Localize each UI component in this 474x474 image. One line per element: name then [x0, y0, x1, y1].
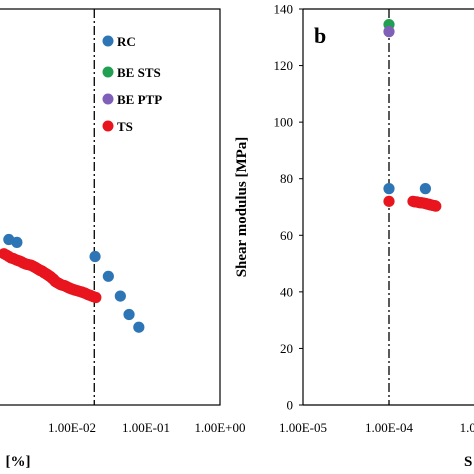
panel-b-point-rc — [419, 183, 431, 195]
panel-b-ylabel: Shear modulus [MPa] — [234, 137, 250, 278]
panel-a-plot-frame — [0, 8, 221, 406]
panel-a-point-rc — [11, 236, 23, 248]
legend-marker-be-ptp — [102, 93, 114, 105]
legend-label-rc: RC — [117, 34, 136, 49]
panel-a-x-tick-label: 1.00E-01 — [122, 420, 170, 435]
panel-b-point-be-ptp — [383, 26, 395, 38]
panel-a-x-tick-label: 1.00E+00 — [194, 420, 245, 435]
legend-marker-rc — [102, 35, 114, 47]
panel-b-point-rc — [383, 183, 395, 195]
panel-a-point-rc — [114, 290, 126, 302]
panel-b-xlabel: S — [464, 454, 472, 470]
panel-a-point-rc — [102, 270, 114, 282]
panel-b: 1.00E-051.00E-041.00E020406080100120140 … — [234, 2, 474, 470]
panel-b-x-tick-label: 1.00E-05 — [279, 420, 327, 435]
legend-label-be-sts: BE STS — [117, 65, 161, 80]
panel-b-y-tick-label: 0 — [287, 398, 294, 413]
legend-label-ts: TS — [117, 119, 133, 134]
panel-b-y-tick-label: 100 — [274, 115, 294, 130]
legend-marker-ts — [102, 120, 114, 132]
panel-a-xlabel: [%] — [6, 454, 31, 470]
panel-a-x-tick-label: 1.00E-02 — [48, 420, 96, 435]
panel-a-marks — [0, 9, 145, 405]
panel-a-ticks: 1.00E-02 1.00E-01 1.00E+00 — [48, 420, 246, 435]
panel-a-point-rc — [89, 250, 101, 263]
legend-label-be-ptp: BE PTP — [117, 92, 162, 107]
legend-marker-be-sts — [102, 66, 114, 78]
panel-a: 1.00E-02 1.00E-01 1.00E+00 [%] RC BE STS B… — [0, 8, 246, 470]
panel-b-y-tick-label: 60 — [280, 228, 293, 243]
panel-b-marks — [383, 9, 442, 405]
panel-a-point-rc — [123, 308, 135, 321]
panel-b-x-tick-label: 1.00E — [460, 420, 474, 435]
panel-b-y-tick-label: 80 — [280, 171, 293, 186]
panel-b-y-tick-label: 120 — [274, 58, 294, 73]
panel-b-point-ts — [430, 200, 442, 212]
panel-b-y-tick-label: 40 — [280, 284, 293, 299]
panel-a-legend: RC BE STS BE PTP TS — [102, 34, 162, 134]
panel-b-point-ts — [383, 195, 395, 207]
panel-b-ticks: 1.00E-05 1.00E-04 1.00E 0 20 40 60 80 100 120 140 — [274, 2, 474, 436]
panel-b-y-tick-label: 20 — [280, 341, 293, 356]
panel-a-point-ts — [90, 291, 102, 304]
panel-a-point-rc — [133, 321, 145, 333]
panel-b-x-tick-label: 1.00E-04 — [365, 420, 414, 435]
panel-b-letter: b — [314, 23, 326, 48]
panel-b-y-tick-label: 140 — [274, 2, 294, 17]
